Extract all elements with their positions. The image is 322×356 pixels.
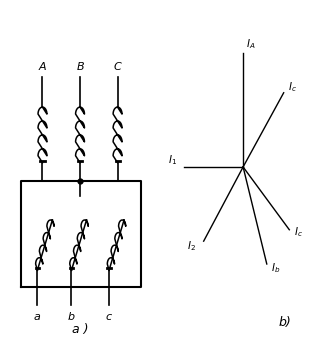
Text: $I_c$: $I_c$	[288, 80, 297, 94]
Text: C: C	[114, 62, 121, 72]
Text: a: a	[34, 312, 41, 322]
Text: b: b	[68, 312, 75, 322]
Text: A: A	[39, 62, 46, 72]
Text: $I_c$: $I_c$	[294, 225, 303, 239]
Text: a ): a )	[72, 323, 88, 336]
Text: $I_b$: $I_b$	[271, 262, 280, 276]
Text: $I_A$: $I_A$	[246, 37, 255, 51]
Text: c: c	[106, 312, 112, 322]
Text: $I_2$: $I_2$	[187, 239, 196, 253]
Text: b): b)	[279, 316, 292, 329]
Text: $I_1$: $I_1$	[168, 153, 177, 167]
Text: B: B	[76, 62, 84, 72]
